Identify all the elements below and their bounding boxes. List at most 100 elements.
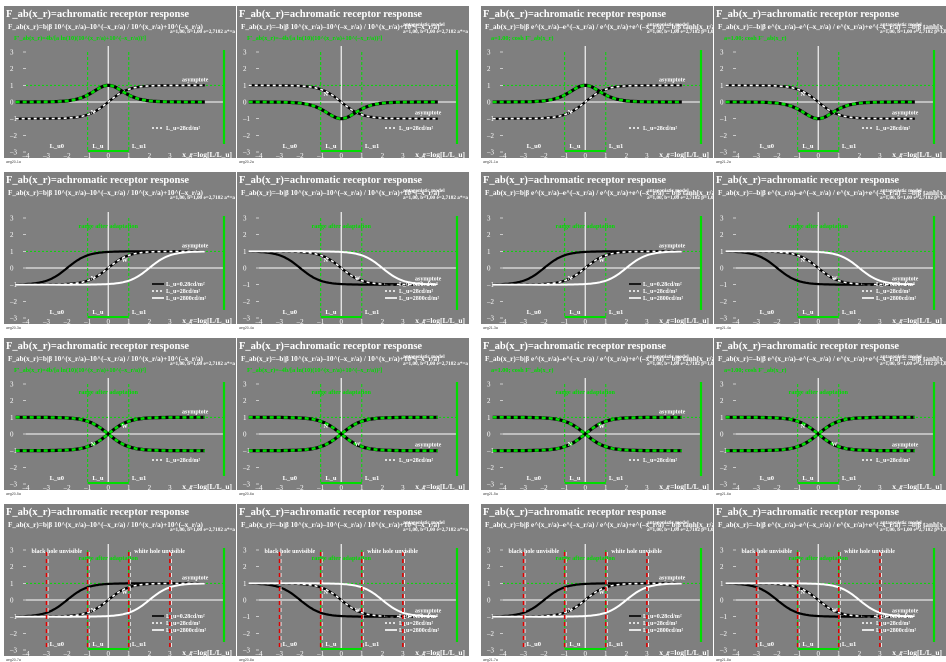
x-tick-label: –4: [22, 650, 31, 658]
derivative-formula: a=1.00; cosh F'_ab(x_r): [724, 35, 786, 42]
x-tick-label: 2: [381, 484, 385, 492]
marker-W: W: [599, 258, 605, 264]
parameter-text: a=1,00, b=1,00 e=2,7182 a*=a ln(10)=2,30…: [403, 360, 469, 367]
derivative-formula: a=1.00; cosh F'_ab(x_r): [724, 367, 786, 374]
panel-id: aeg21-7a: [483, 658, 498, 662]
panel-id: aeg21-3a: [483, 326, 498, 330]
x-tick-label: 0: [583, 484, 587, 492]
chart-panel-aeg21-1a: F_ab(x_r)=achromatic receptor response F_…: [481, 6, 713, 164]
formula-text: F_ab(x_r)=b|β e^(x_r/a)–e^(–x_r/a) / e^(…: [485, 23, 713, 31]
x-tick-label: 3: [645, 152, 649, 160]
x-tick-label: –3: [752, 152, 761, 160]
chart-panel-aeg21-3a: F_ab(x_r)=achromatic receptor response F_…: [481, 172, 713, 330]
l-tick-label: L_u1: [609, 475, 623, 482]
curves: [15, 83, 205, 120]
panel-background: [714, 6, 946, 158]
y-tick-label: 1: [487, 82, 491, 90]
panel-background: [4, 338, 236, 490]
l-tick-label: L_u0: [760, 309, 774, 316]
antagonistic-label: antagonistic model: [880, 520, 922, 526]
y-tick-label: –3: [486, 315, 495, 323]
marker-N: N: [568, 608, 573, 614]
x-tick-label: 1: [127, 318, 131, 326]
l-tick-label: L_u1: [609, 143, 623, 150]
legend-item: L_u=28cd/m²: [643, 621, 677, 627]
response-curve-mirror: [15, 416, 205, 452]
x-tick-label: –3: [42, 650, 51, 658]
range-note: range after adaptation: [556, 223, 616, 230]
y-tick-label: 2: [487, 397, 491, 405]
legend-item: L_u=28cd/m²: [876, 621, 910, 627]
x-tick-label: –3: [752, 484, 761, 492]
x-tick-label: 4: [666, 650, 670, 658]
l-tick-label: L_u0: [527, 475, 541, 482]
parameter-text: a=1,00, b=1,00 e=2,7182 β=1,0: [647, 29, 713, 35]
x-tick-label: 4: [666, 484, 670, 492]
l-tick-label: L_u: [802, 309, 814, 316]
legend-item: L_u=28cd/m²: [399, 458, 433, 464]
curves: [248, 250, 438, 286]
antagonistic-label: antagonistic model: [403, 520, 445, 526]
y-tick-label: 0: [487, 265, 491, 273]
x-axis-label: x_r=log[L/L_u]: [182, 482, 232, 491]
formula-text: F_ab(x_r)=–b|β 10^(x_r/a)–10^(–x_r/a) / …: [241, 189, 440, 197]
parameter-text: a=1,00, b=1,00 e=2,7182 β=1,0: [880, 527, 946, 533]
x-tick-label: 4: [422, 152, 426, 160]
x-tick-label: 1: [604, 484, 608, 492]
legend-item: L_u=28cd/m²: [399, 621, 433, 627]
x-tick-label: 4: [666, 318, 670, 326]
panel-background: [4, 172, 236, 324]
legend-item: L_u=2800cd/m²: [876, 296, 916, 302]
x-tick-label: –2: [296, 318, 305, 326]
x-tick-label: 1: [127, 152, 131, 160]
antagonistic-label: antagonistic model: [647, 354, 689, 360]
derivative-formula: F'_ab(x_r)=4b/[a ln(10)(10^(x_r/a)+10^(–…: [14, 35, 146, 42]
l-tick-label: L_u1: [365, 641, 379, 648]
legend-item: L_u=2800cd/m²: [876, 628, 916, 634]
l-tick-label: L_u: [802, 641, 814, 648]
y-tick-label: –2: [486, 464, 495, 472]
l-tick-label: L_u: [92, 641, 104, 648]
l-tick-label: L_u1: [132, 309, 146, 316]
y-tick-label: 2: [243, 563, 247, 571]
range-note: range after adaptation: [789, 555, 849, 562]
panel-id: aeg21-5a: [483, 492, 498, 496]
asymptote-label: asymptote: [659, 409, 686, 415]
antagonistic-label: antagonistic model: [880, 354, 922, 360]
panel-title: F_ab(x_r)=achromatic receptor response: [483, 341, 666, 352]
range-note: range after adaptation: [789, 389, 849, 396]
x-tick-label: –1: [83, 318, 92, 326]
asymptote-label: asymptote: [892, 443, 919, 449]
x-tick-label: 2: [625, 650, 629, 658]
range-note: range after adaptation: [312, 389, 372, 396]
x-tick-label: 1: [837, 650, 841, 658]
derivative-formula: F'_ab(x_r)=4b/[a ln(10)(10^(x_r/a)+10^(–…: [14, 367, 146, 374]
x-tick-label: 1: [127, 650, 131, 658]
black-hole-label: black hole unvisible: [508, 549, 559, 555]
x-tick-label: 0: [106, 484, 110, 492]
x-tick-label: 0: [106, 318, 110, 326]
x-tick-label: –4: [732, 318, 741, 326]
asymptote-label: asymptote: [182, 243, 209, 249]
derivative-formula: a=1.00; cosh F'_ab(x_r): [491, 35, 553, 42]
range-note: range after adaptation: [312, 223, 372, 230]
legend-item: L_u=28cd/m²: [166, 621, 200, 627]
panel-id: aeg20-1a: [6, 160, 21, 164]
y-tick-label: 1: [243, 248, 247, 256]
response-curve: [725, 416, 915, 452]
l-tick-label: L_u: [92, 143, 104, 150]
y-tick-label: –3: [242, 481, 251, 489]
y-tick-label: 1: [10, 414, 14, 422]
formula-text: F_ab(x_r)=–b|β e^(x_r/a)–e^(–x_r/a) / e^…: [718, 521, 946, 529]
legend: L_u=0.28cd/m²L_u=28cd/m²L_u=2800cd/m²: [862, 282, 916, 302]
legend: L_u=28cd/m²: [862, 126, 910, 132]
l-tick-label: L_u: [325, 475, 337, 482]
panel-title: F_ab(x_r)=achromatic receptor response: [239, 507, 422, 518]
y-tick-label: 3: [243, 49, 247, 57]
x-tick-label: 4: [422, 650, 426, 658]
curves: [15, 250, 205, 286]
x-tick-label: 0: [339, 152, 343, 160]
l-tick-label: L_u0: [760, 143, 774, 150]
parameter-text: a=1,00, b=1,00 e=2,7182 a*=a ln(10)=2,30…: [170, 194, 236, 201]
curves: [725, 415, 915, 453]
